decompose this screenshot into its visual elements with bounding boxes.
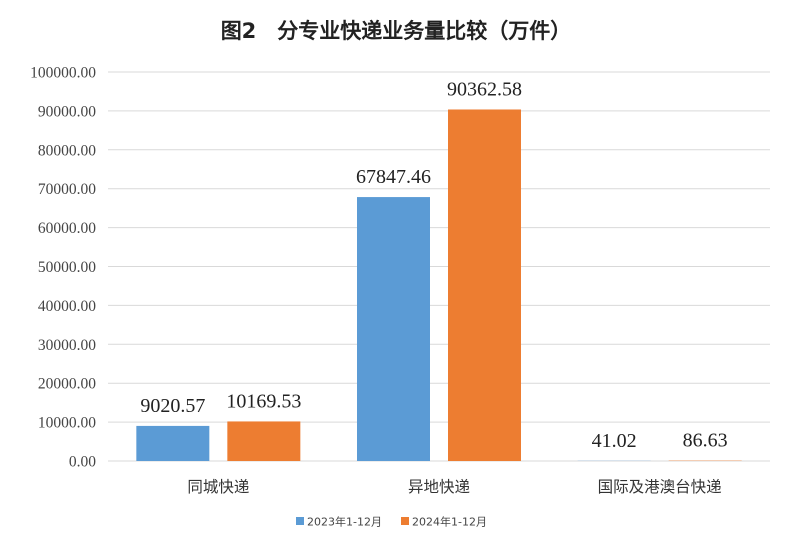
bars [136, 109, 742, 462]
legend-label: 2024年1-12月 [412, 515, 487, 529]
legend-swatch [401, 517, 409, 525]
chart-title: 图2 分专业快递业务量比较（万件） [221, 19, 572, 43]
gridlines [108, 71, 770, 462]
x-tick-label: 异地快递 [408, 478, 470, 496]
y-tick-label: 30000.00 [38, 337, 96, 354]
y-tick-label: 0.00 [69, 454, 96, 471]
x-tick-label: 国际及港澳台快递 [598, 478, 722, 496]
y-tick-label: 20000.00 [38, 376, 96, 393]
y-tick-label: 50000.00 [38, 259, 96, 276]
legend: 2023年1-12月 2024年1-12月 [296, 515, 487, 529]
y-tick-label: 10000.00 [38, 415, 96, 432]
x-axis-ticks: 同城快递 异地快递 国际及港澳台快递 [187, 478, 721, 496]
y-tick-label: 70000.00 [38, 181, 96, 198]
data-labels: 9020.57 10169.53 67847.46 90362.58 41.02 86.6… [140, 78, 727, 451]
y-tick-label: 90000.00 [38, 103, 96, 120]
y-tick-label: 40000.00 [38, 298, 96, 315]
y-tick-label: 80000.00 [38, 142, 96, 159]
bar [357, 197, 430, 462]
bar [448, 109, 521, 461]
legend-swatch [296, 517, 304, 525]
y-tick-label: 100000.00 [30, 65, 96, 82]
x-tick-label: 同城快递 [187, 478, 249, 496]
y-tick-label: 60000.00 [38, 220, 96, 237]
data-label: 10169.53 [226, 390, 301, 412]
legend-label: 2023年1-12月 [307, 515, 382, 529]
bar [227, 421, 301, 461]
data-label: 90362.58 [447, 78, 522, 100]
data-label: 41.02 [592, 430, 637, 452]
data-label: 86.63 [683, 430, 728, 452]
bar [136, 425, 210, 461]
y-axis-ticks: 0.00 10000.00 20000.00 30000.00 40000.00 5000… [30, 65, 96, 471]
data-label: 9020.57 [140, 395, 205, 417]
data-label: 67847.46 [356, 166, 431, 188]
